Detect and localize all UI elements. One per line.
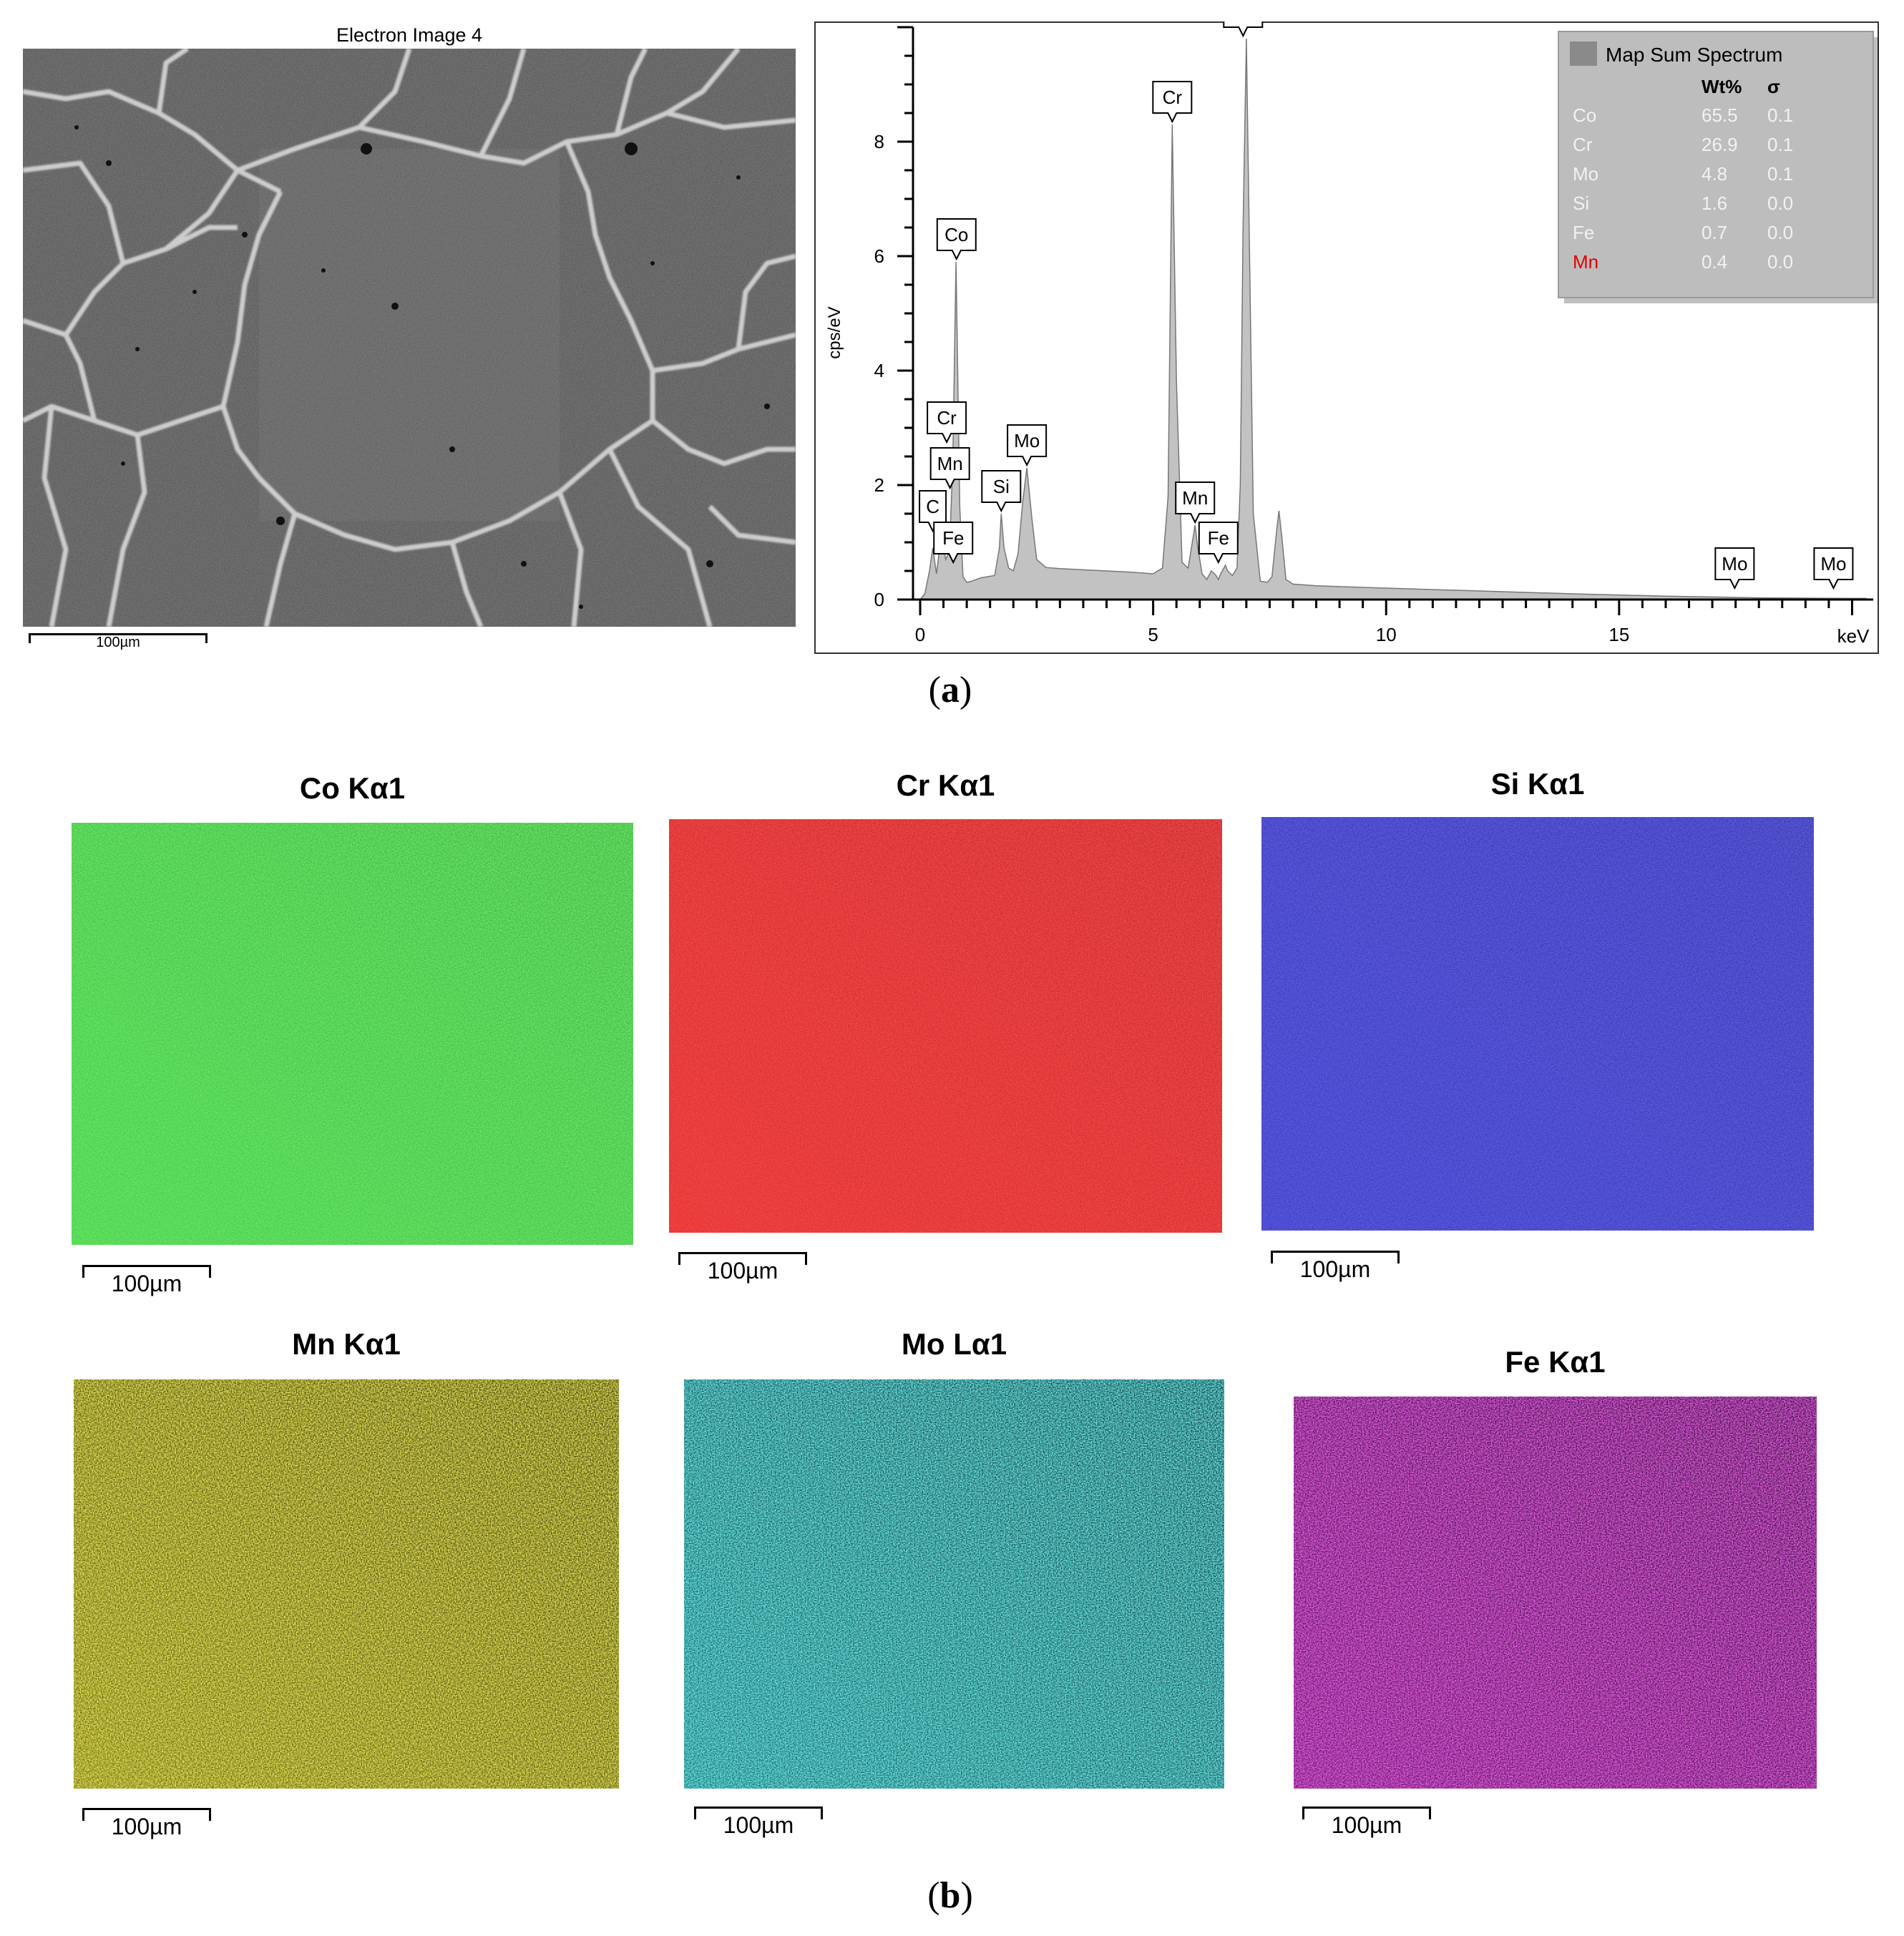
peak-label: Mo: [1007, 424, 1048, 467]
legend-wt: 4.8: [1702, 163, 1727, 185]
y-tick-label: 4: [874, 360, 884, 381]
electron-image: [23, 49, 796, 627]
x-tick-label: 10: [1376, 624, 1397, 645]
legend-col-wt: Wt%: [1702, 76, 1742, 97]
map-scale-bar-co: [82, 1265, 211, 1278]
y-tick-label: 8: [874, 131, 884, 152]
map-scale-label-fe: 100µm: [1331, 1812, 1402, 1838]
peak-label: Fe: [933, 522, 974, 564]
legend-element: Mn: [1573, 251, 1598, 273]
map-title-fe: Fe Kα1: [1505, 1345, 1606, 1379]
svg-text:Cr: Cr: [937, 407, 957, 429]
map-scale-label-mo: 100µm: [723, 1812, 794, 1838]
legend-wt: 0.7: [1702, 222, 1727, 243]
y-tick-label: 0: [874, 589, 884, 610]
svg-text:Mo: Mo: [1820, 553, 1846, 575]
element-map-cr: [669, 819, 1222, 1233]
element-map-fe: [1294, 1397, 1817, 1789]
legend-sigma: 0.0: [1767, 222, 1793, 243]
caption-b: (b): [927, 1875, 973, 1916]
y-tick-label: 2: [874, 474, 884, 496]
map-scale-bar-mn: [82, 1808, 211, 1821]
x-axis-label: keV: [1837, 625, 1870, 647]
svg-text:Co: Co: [1231, 21, 1255, 22]
legend-wt: 0.4: [1702, 251, 1727, 273]
legend-sigma: 0.0: [1767, 251, 1793, 273]
y-tick-label: 6: [874, 245, 884, 267]
legend-element: Fe: [1573, 222, 1594, 243]
electron-image-scale-label: 100µm: [96, 635, 140, 650]
peak-label: Mn: [929, 447, 970, 490]
element-map-si: [1261, 817, 1814, 1231]
map-scale-bar-cr: [678, 1252, 807, 1265]
peak-label: Cr: [1152, 81, 1193, 124]
peak-label: Mo: [1813, 547, 1854, 590]
legend-wt: 1.6: [1702, 192, 1727, 214]
peak-label: Cr: [927, 401, 967, 444]
y-axis-label: cps/eV: [825, 306, 844, 358]
x-tick-label: 5: [1148, 624, 1158, 645]
map-title-mo: Mo Lα1: [901, 1327, 1007, 1361]
peak-label: Fe: [1198, 522, 1239, 564]
svg-text:Co: Co: [944, 224, 968, 245]
map-scale-label-si: 100µm: [1299, 1256, 1371, 1282]
element-map-co: [72, 823, 633, 1245]
peak-label: Mn: [1175, 481, 1216, 524]
element-map-mo: [684, 1379, 1224, 1789]
peak-label: Co: [1223, 21, 1264, 38]
svg-text:Mn: Mn: [937, 453, 963, 474]
peak-label: Mo: [1714, 547, 1755, 590]
legend-swatch: [1570, 41, 1597, 66]
legend-col-sigma: σ: [1767, 76, 1780, 97]
spectrum-area-0: [919, 38, 1867, 600]
x-tick-label: 0: [915, 624, 925, 645]
svg-text:Mo: Mo: [1014, 430, 1040, 451]
electron-image-scale-bar: [29, 633, 208, 643]
map-scale-label-mn: 100µm: [111, 1814, 182, 1839]
map-title-si: Si Kα1: [1490, 767, 1585, 801]
peak-label: C: [919, 490, 947, 533]
svg-text:Mo: Mo: [1722, 553, 1747, 575]
peak-label: Co: [936, 218, 977, 261]
legend-sigma: 0.0: [1767, 192, 1793, 214]
svg-text:Si: Si: [993, 476, 1010, 497]
map-scale-bar-mo: [694, 1807, 823, 1819]
map-scale-label-cr: 100µm: [707, 1258, 778, 1284]
legend-element: Cr: [1573, 134, 1593, 155]
legend-wt: 26.9: [1702, 134, 1738, 155]
svg-text:Fe: Fe: [942, 527, 964, 549]
svg-text:Cr: Cr: [1163, 87, 1183, 108]
svg-text:Mn: Mn: [1182, 487, 1208, 509]
map-title-mn: Mn Kα1: [292, 1327, 401, 1361]
caption-a: (a): [928, 670, 972, 710]
legend-sigma: 0.1: [1767, 163, 1793, 185]
map-scale-bar-si: [1271, 1251, 1400, 1263]
legend-sigma: 0.1: [1767, 104, 1793, 126]
map-title-co: Co Kα1: [299, 771, 406, 805]
legend-element: Co: [1573, 104, 1596, 126]
legend-element: Si: [1573, 192, 1589, 214]
legend-title: Map Sum Spectrum: [1606, 44, 1782, 66]
spectrum-legend: Map Sum Spectrum Wt% σ Co 65.5 0.1 Cr 26.9 0.…: [1558, 31, 1879, 303]
legend-sigma: 0.1: [1767, 134, 1793, 155]
caption-b-letter: b: [939, 1875, 961, 1916]
map-scale-bar-fe: [1302, 1807, 1431, 1819]
legend-wt: 65.5: [1702, 104, 1738, 126]
legend-element: Mo: [1573, 163, 1598, 185]
map-title-cr: Cr Kα1: [896, 768, 995, 802]
caption-a-letter: a: [941, 670, 960, 710]
peak-label: Si: [981, 470, 1022, 513]
electron-image-title: Electron Image 4: [336, 24, 483, 46]
map-scale-label-co: 100µm: [111, 1271, 182, 1296]
svg-text:Fe: Fe: [1208, 527, 1229, 549]
element-map-mn: [74, 1379, 619, 1789]
svg-text:C: C: [926, 496, 939, 517]
x-tick-label: 15: [1608, 624, 1629, 645]
